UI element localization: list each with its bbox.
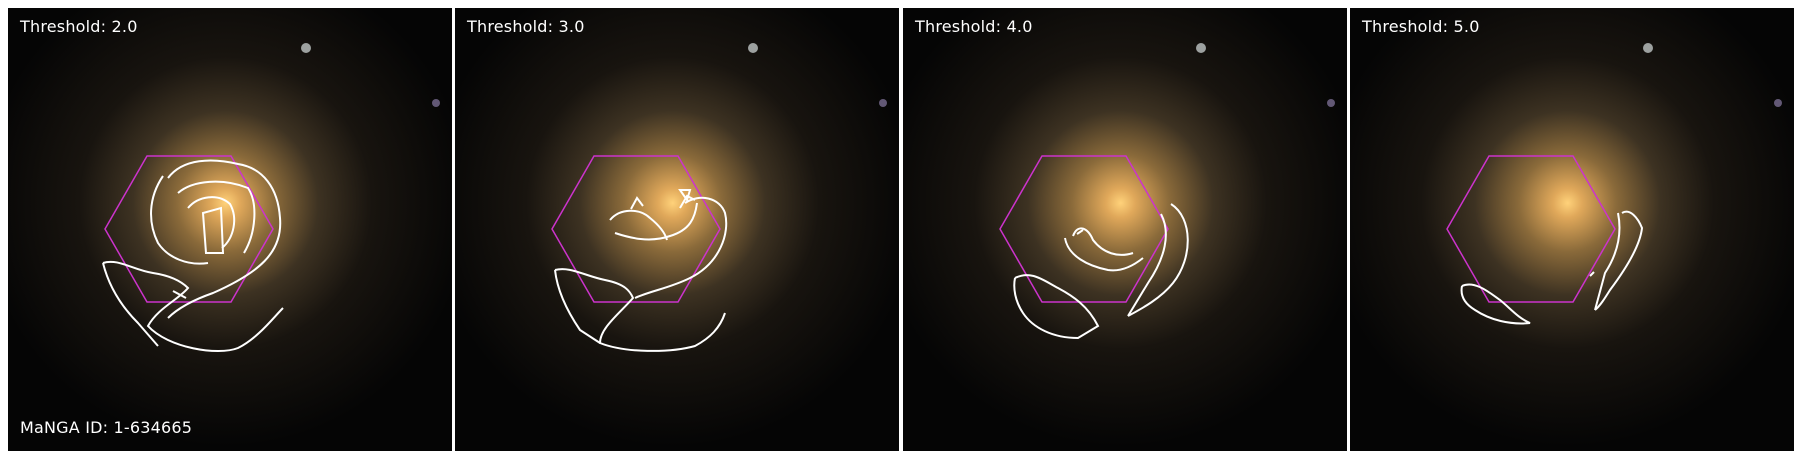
ifu-hexagon [1446,155,1616,303]
contour-lines [1460,210,1644,325]
contour-lines [102,159,284,353]
panel-threshold-2: Threshold: 2.0 MaNGA ID: 1-634665 [8,8,452,451]
threshold-label: Threshold: 5.0 [1362,17,1480,36]
panel-threshold-5: Threshold: 5.0 [1350,8,1794,451]
contour-lines [554,189,728,352]
galaxy-image [8,8,452,451]
panel-threshold-3: Threshold: 3.0 [455,8,899,451]
threshold-label: Threshold: 4.0 [915,17,1033,36]
manga-id-label: MaNGA ID: 1-634665 [20,418,193,437]
threshold-label: Threshold: 3.0 [467,17,585,36]
contour-lines [1013,203,1189,340]
ifu-hexagon [551,155,721,303]
ifu-hexagon [999,155,1169,303]
threshold-label: Threshold: 2.0 [20,17,138,36]
galaxy-image [455,8,899,451]
galaxy-image [903,8,1347,451]
ifu-hexagon [104,155,274,303]
panel-threshold-4: Threshold: 4.0 [903,8,1347,451]
galaxy-image [1350,8,1794,451]
